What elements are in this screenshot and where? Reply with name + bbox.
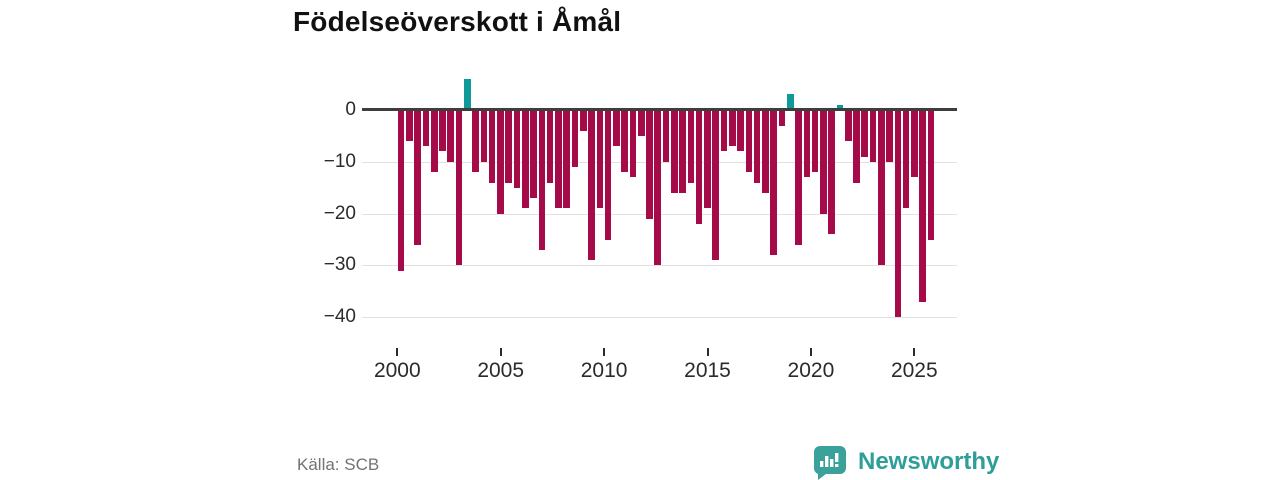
newsworthy-wordmark: Newsworthy <box>858 448 1000 475</box>
bar <box>621 110 628 173</box>
bar <box>414 110 421 245</box>
bar <box>679 110 686 193</box>
bar <box>886 110 893 162</box>
bar <box>530 110 537 199</box>
newsworthy-logo-icon <box>812 444 848 480</box>
x-axis-tick <box>913 348 916 356</box>
bar <box>737 110 744 152</box>
bar <box>579 110 587 131</box>
x-axis-tick <box>499 348 502 356</box>
bar <box>522 110 529 209</box>
chart-title: Födelseöverskott i Åmål <box>293 6 622 37</box>
bar <box>753 110 761 183</box>
bar <box>497 110 504 214</box>
bar <box>571 110 579 167</box>
bar <box>555 110 562 209</box>
y-tick-label: −30 <box>323 254 356 276</box>
bar <box>406 110 413 142</box>
bar <box>811 110 819 173</box>
bar <box>803 110 811 178</box>
bar <box>828 110 835 235</box>
bar <box>820 110 827 214</box>
bar <box>488 110 496 183</box>
bar <box>853 110 860 183</box>
bar <box>397 110 405 271</box>
bar <box>778 110 786 126</box>
bar <box>538 110 546 250</box>
bar <box>596 110 604 209</box>
bar <box>646 110 653 219</box>
bar <box>613 110 620 147</box>
bar <box>927 110 935 240</box>
bar <box>795 110 802 245</box>
bar <box>480 110 488 162</box>
bar <box>878 110 885 266</box>
bar <box>720 110 728 152</box>
bar <box>563 110 570 209</box>
bar <box>629 110 637 178</box>
bar <box>464 78 471 110</box>
bar <box>472 110 479 173</box>
bar <box>729 110 736 147</box>
bar <box>604 110 612 240</box>
x-tick-label: 2015 <box>684 359 731 382</box>
bar <box>671 110 678 193</box>
bar <box>654 110 662 266</box>
y-tick-label: −10 <box>323 150 356 172</box>
bar <box>687 110 695 183</box>
bar <box>770 110 777 256</box>
bar <box>588 110 595 261</box>
x-tick-label: 2000 <box>373 359 421 382</box>
x-tick-label: 2005 <box>477 359 525 382</box>
x-axis-tick <box>706 348 709 356</box>
bar <box>422 110 430 147</box>
y-tick-label: −20 <box>323 202 356 224</box>
x-tick-label: 2020 <box>787 359 835 382</box>
bar <box>894 110 902 318</box>
bar <box>505 110 513 183</box>
bar <box>869 110 877 162</box>
x-axis-tick <box>396 348 399 356</box>
bar <box>695 110 703 224</box>
x-axis-tick <box>603 348 606 356</box>
bar <box>745 110 753 173</box>
bar <box>919 110 927 302</box>
y-tick-label: −40 <box>323 306 356 328</box>
bar <box>439 110 446 152</box>
gridline <box>362 265 957 267</box>
x-axis-tick <box>809 348 812 356</box>
bar <box>662 110 670 162</box>
y-tick-label: 0 <box>345 99 356 120</box>
bar <box>546 110 554 183</box>
bar <box>902 110 910 209</box>
bar <box>447 110 455 162</box>
bar <box>762 110 769 193</box>
newsworthy-brand: Newsworthy <box>812 444 999 480</box>
source-label: Källa: SCB <box>297 455 380 474</box>
bar <box>637 110 645 136</box>
bar <box>786 94 794 110</box>
bar <box>861 110 869 157</box>
bar <box>704 110 711 209</box>
x-tick-label: 2010 <box>580 359 628 382</box>
bar <box>844 110 852 142</box>
x-tick-label: 2025 <box>890 359 938 382</box>
bar <box>712 110 720 261</box>
bar <box>513 110 521 188</box>
gridline <box>362 317 957 319</box>
bar <box>836 104 844 110</box>
bar <box>455 110 463 266</box>
zero-line <box>362 108 957 111</box>
bar <box>911 110 918 178</box>
bar <box>430 110 438 173</box>
